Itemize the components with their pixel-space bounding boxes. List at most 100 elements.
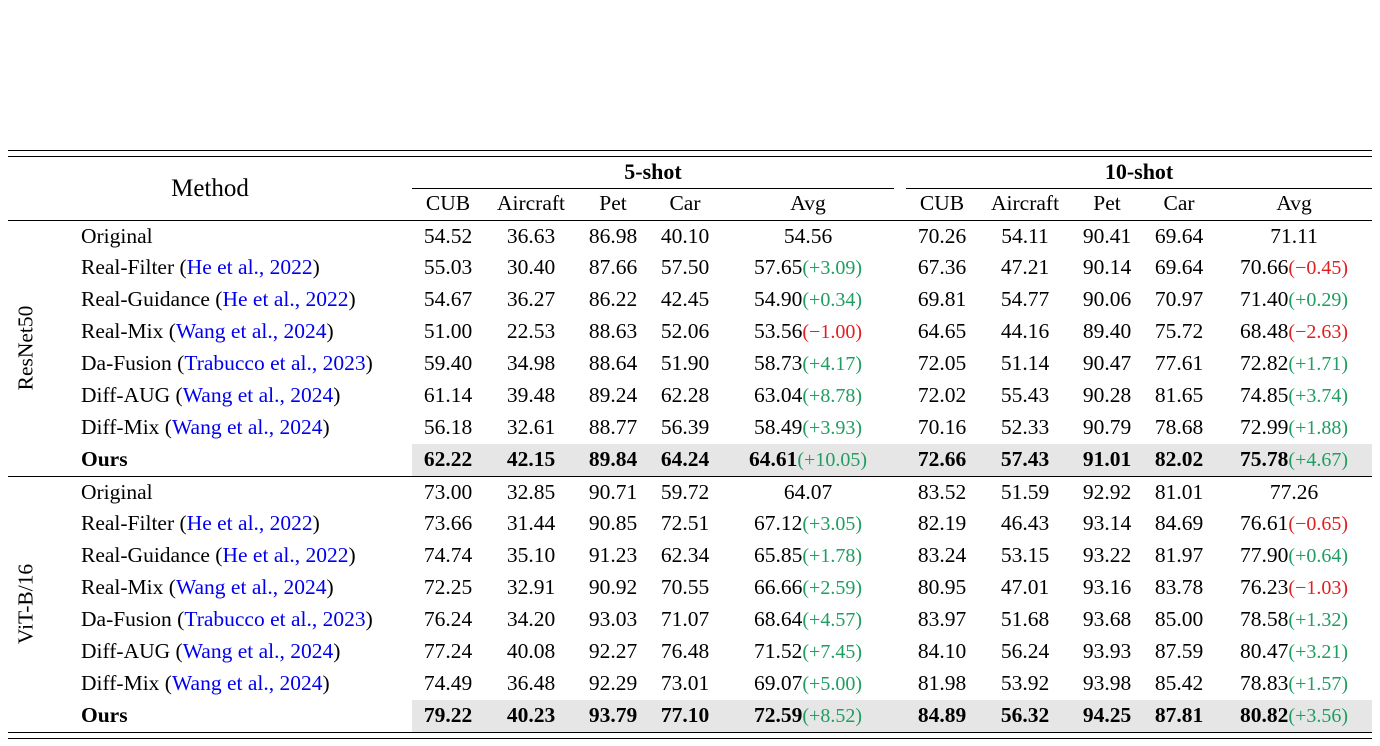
citation-link[interactable]: He et al., 2022 [186, 511, 313, 536]
table-row: Diff-Mix (Wang et al., 2024) 56.18 32.61 88… [8, 412, 1372, 444]
score-cell-avg-shot5: 58.73(+4.17) [722, 348, 894, 380]
avg-value: 77.90 [1240, 543, 1289, 568]
score-cell-cub-shot10: 84.10 [917, 639, 967, 664]
score-cell-avg-shot5: 54.90(+0.34) [722, 284, 894, 316]
score-cell-pet-shot5: 90.71 [588, 479, 638, 504]
score-cell-car-shot10: 83.78 [1154, 575, 1204, 600]
method-name: Da-Fusion ( [81, 351, 185, 376]
score-cell-avg-shot5: 72.59(+8.52) [722, 700, 895, 732]
citation-link[interactable]: Wang et al., 2024 [171, 415, 323, 440]
table-bottom-rule [8, 732, 1372, 739]
citation-link[interactable]: Wang et al., 2024 [182, 383, 334, 408]
score-cell-cub-shot10: 67.36 [917, 255, 967, 280]
score-cell-car-shot5: 42.45 [660, 287, 710, 312]
score-cell-car-shot5: 64.24 [648, 444, 722, 476]
citation-link[interactable]: He et al., 2022 [222, 543, 349, 568]
score-cell-pet-shot10: 93.22 [1082, 543, 1132, 568]
method-name: Da-Fusion ( [81, 607, 185, 632]
method-name: Real-Guidance ( [81, 287, 223, 312]
delta-badge: (+3.56) [1288, 705, 1349, 728]
avg-value: 71.40 [1240, 287, 1289, 312]
column-spacer [894, 412, 906, 444]
score-cell-avg-shot10: 80.82(+3.56) [1216, 700, 1373, 732]
score-cell-aircraft-shot5: 34.98 [506, 351, 556, 376]
method-cell: Ours [44, 700, 412, 732]
table-row: Da-Fusion (Trabucco et al., 2023) 76.24 34… [8, 604, 1372, 636]
method-cell: Ours [44, 444, 412, 476]
citation-link[interactable]: Trabucco et al., 2023 [184, 351, 366, 376]
table-row: Real-Mix (Wang et al., 2024) 72.25 32.91 90… [8, 572, 1372, 604]
score-cell-avg-shot5: 68.64(+4.57) [722, 604, 894, 636]
score-cell-avg-shot10: 70.66(−0.45) [1216, 252, 1372, 284]
score-cell-pet-shot5: 91.23 [588, 543, 638, 568]
method-cell: Real-Mix (Wang et al., 2024) [44, 316, 412, 348]
method-name: Real-Mix ( [81, 319, 176, 344]
score-cell-cub-shot10: 72.02 [917, 383, 967, 408]
score-cell-avg-shot5: 65.85(+1.78) [722, 540, 894, 572]
score-cell-aircraft-shot10: 55.43 [1000, 383, 1050, 408]
score-cell-cub-shot10: 82.19 [917, 511, 967, 536]
method-cell: Diff-Mix (Wang et al., 2024) [44, 668, 412, 700]
method-name: Diff-Mix ( [81, 415, 172, 440]
delta-badge: (+8.52) [802, 705, 862, 728]
avg-value: 72.99 [1240, 415, 1289, 440]
avg-value: 76.23 [1240, 575, 1289, 600]
citation-link[interactable]: He et al., 2022 [222, 287, 349, 312]
score-cell-car-shot5: 77.10 [648, 700, 722, 732]
score-cell-car-shot5: 56.39 [660, 415, 710, 440]
score-cell-avg-shot10: 72.99(+1.88) [1216, 412, 1372, 444]
delta-badge: (+0.29) [1288, 289, 1349, 312]
table-row: Real-Filter (He et al., 2022) 55.03 30.40 8… [8, 252, 1372, 284]
score-cell-pet-shot5: 88.63 [588, 319, 638, 344]
method-cell: Diff-AUG (Wang et al., 2024) [44, 636, 412, 668]
score-cell-car-shot10: 81.65 [1154, 383, 1204, 408]
score-cell-car-shot5: 57.50 [660, 255, 710, 280]
citation-link[interactable]: Wang et al., 2024 [175, 319, 327, 344]
score-cell-avg-shot5: 69.07(+5.00) [722, 668, 894, 700]
table-row: Diff-Mix (Wang et al., 2024) 74.49 36.48 92… [8, 668, 1372, 700]
avg-value: 75.78 [1240, 447, 1289, 471]
delta-badge: (+8.78) [802, 385, 862, 408]
column-spacer [894, 700, 907, 732]
score-cell-cub-shot5: 62.22 [412, 444, 484, 476]
method-name-close: ) [333, 639, 341, 664]
score-cell-aircraft-shot5: 32.85 [506, 479, 556, 504]
citation-link[interactable]: Wang et al., 2024 [182, 639, 334, 664]
score-cell-pet-shot10: 90.14 [1082, 255, 1132, 280]
score-cell-avg-shot10: 77.90(+0.64) [1216, 540, 1372, 572]
delta-badge: (+7.45) [802, 641, 862, 664]
score-cell-car-shot5: 59.72 [660, 479, 710, 504]
score-cell-car-shot10: 85.00 [1154, 607, 1204, 632]
score-cell-cub-shot5: 56.18 [423, 415, 473, 440]
score-cell-pet-shot5: 92.27 [588, 639, 638, 664]
citation-link[interactable]: Trabucco et al., 2023 [184, 607, 366, 632]
table-top-rule [8, 150, 1372, 157]
score-cell-pet-shot5: 90.92 [588, 575, 638, 600]
delta-badge: (+3.93) [802, 417, 862, 440]
score-cell-car-shot5: 76.48 [660, 639, 710, 664]
score-cell-avg-shot10: 75.78(+4.67) [1216, 444, 1373, 476]
table-row: Diff-AUG (Wang et al., 2024) 61.14 39.48 89… [8, 380, 1372, 412]
avg-value: 70.66 [1240, 255, 1289, 280]
citation-link[interactable]: Wang et al., 2024 [171, 671, 323, 696]
score-cell-pet-shot5: 90.85 [588, 511, 638, 536]
score-cell-cub-shot10: 64.65 [917, 319, 967, 344]
score-cell-car-shot10: 84.69 [1154, 511, 1204, 536]
citation-link[interactable]: He et al., 2022 [186, 255, 313, 280]
method-name: Real-Mix ( [81, 575, 176, 600]
column-spacer [894, 540, 906, 572]
score-cell-aircraft-shot5: 36.27 [506, 287, 556, 312]
table-row: Ours 62.22 42.15 89.84 64.24 64.61(+10.05) 72.… [8, 444, 1373, 476]
column-spacer [894, 252, 906, 284]
score-cell-avg-shot10: 72.82(+1.71) [1216, 348, 1372, 380]
score-cell-aircraft-shot10: 46.43 [1000, 511, 1050, 536]
score-cell-aircraft-shot10: 56.24 [1000, 639, 1050, 664]
score-cell-pet-shot5: 86.22 [588, 287, 638, 312]
score-cell-aircraft-shot10: 52.33 [1000, 415, 1050, 440]
score-cell-car-shot5: 73.01 [660, 671, 710, 696]
score-cell-pet-shot5: 88.64 [588, 351, 638, 376]
results-table: Method 5-shot 10-shot CUB Aircraft Pet Car A… [8, 157, 1373, 732]
score-cell-aircraft-shot5: 40.08 [506, 639, 556, 664]
avg-value: 72.82 [1240, 351, 1289, 376]
citation-link[interactable]: Wang et al., 2024 [175, 575, 327, 600]
